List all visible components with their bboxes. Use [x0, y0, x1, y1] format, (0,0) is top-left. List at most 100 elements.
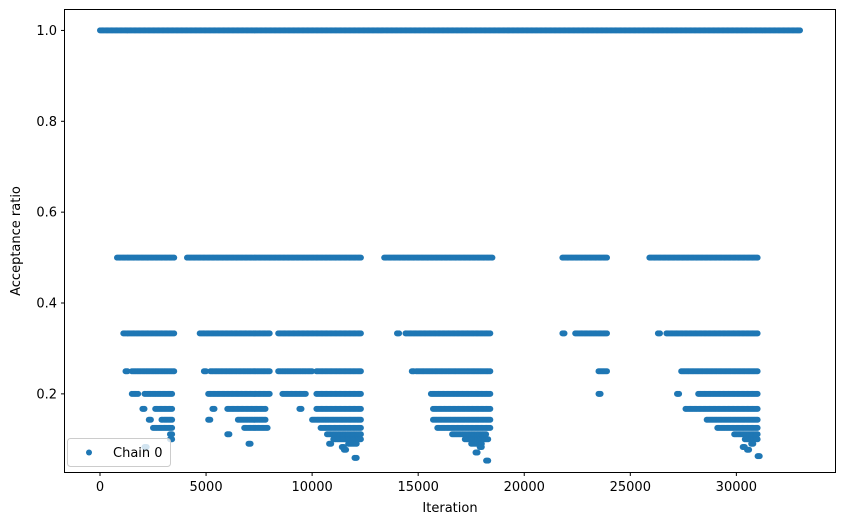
point-group	[128, 368, 178, 375]
data-point	[357, 390, 364, 397]
x-tick-label: 0	[96, 480, 104, 495]
data-point	[754, 330, 761, 337]
data-point	[396, 330, 403, 337]
point-group	[207, 368, 273, 375]
data-point	[353, 454, 360, 461]
data-point	[487, 405, 494, 412]
data-point	[211, 405, 218, 412]
data-point	[754, 431, 761, 438]
point-group	[402, 330, 494, 337]
data-point	[357, 254, 364, 261]
point-group	[275, 330, 364, 337]
data-point	[357, 368, 364, 375]
legend-marker	[86, 449, 92, 456]
point-group	[394, 330, 403, 337]
point-group	[695, 390, 761, 397]
point-group	[559, 254, 610, 261]
data-point	[247, 440, 254, 447]
point-group	[703, 416, 761, 423]
data-point	[483, 431, 490, 438]
data-point	[171, 254, 178, 261]
data-point	[754, 390, 761, 397]
y-tick-label: 0.6	[36, 206, 57, 221]
point-group	[434, 424, 494, 431]
data-point	[343, 446, 350, 453]
point-group	[483, 457, 492, 464]
point-group	[748, 440, 757, 447]
point-group	[141, 390, 176, 397]
legend-label: Chain 0	[113, 446, 163, 461]
point-group	[654, 330, 663, 337]
point-group	[595, 368, 610, 375]
data-point	[266, 390, 273, 397]
point-group	[476, 444, 485, 450]
data-point	[135, 390, 142, 397]
point-group	[572, 330, 610, 337]
point-group	[279, 390, 309, 397]
point-group	[744, 446, 753, 453]
point-group	[313, 390, 364, 397]
point-group	[381, 254, 496, 261]
point-group	[241, 424, 271, 431]
data-point	[264, 424, 271, 431]
point-group	[674, 390, 683, 397]
data-point	[309, 368, 316, 375]
x-tick-label: 20000	[504, 480, 545, 495]
data-point	[489, 254, 496, 261]
data-point	[487, 330, 494, 337]
point-group	[152, 405, 176, 412]
data-point	[124, 368, 131, 375]
data-point	[169, 405, 176, 412]
data-point	[754, 416, 761, 423]
point-group	[245, 440, 254, 447]
point-group	[114, 254, 178, 261]
point-group	[224, 431, 233, 438]
point-group	[184, 254, 364, 261]
point-group	[200, 368, 210, 375]
data-point	[604, 254, 610, 261]
y-axis-ticks: 0.2 0.4 0.6 0.8 1.0	[36, 24, 65, 402]
data-point	[357, 416, 364, 423]
data-point	[357, 330, 364, 337]
point-group	[158, 416, 176, 423]
point-group	[472, 449, 481, 456]
point-group	[646, 254, 761, 261]
point-group	[275, 368, 316, 375]
data-point	[357, 431, 364, 438]
data-point	[169, 424, 176, 431]
point-group	[345, 440, 360, 447]
point-group	[449, 431, 490, 438]
point-group	[430, 405, 494, 412]
point-group	[330, 436, 364, 443]
data-point	[746, 446, 753, 453]
point-group	[678, 368, 761, 375]
data-point	[169, 431, 176, 438]
point-group	[754, 453, 763, 460]
legend: Chain 0	[67, 438, 171, 467]
data-point	[266, 368, 273, 375]
point-group	[97, 27, 803, 34]
point-group	[340, 446, 350, 453]
point-group	[427, 390, 494, 397]
x-axis-ticks: 0 5000 10000 15000 20000 25000 30000	[96, 472, 757, 495]
y-tick-label: 0.2	[36, 387, 57, 402]
data-point	[487, 368, 494, 375]
point-group	[714, 424, 761, 431]
data-point	[754, 436, 761, 443]
data-point	[604, 330, 610, 337]
data-point	[357, 436, 364, 443]
point-group	[430, 416, 494, 423]
point-group	[196, 330, 273, 337]
data-point	[754, 424, 761, 431]
data-point	[203, 368, 210, 375]
data-point	[474, 449, 481, 456]
data-point	[478, 444, 485, 450]
data-point	[485, 457, 492, 464]
data-point	[754, 405, 761, 412]
data-point	[207, 416, 214, 423]
point-group	[595, 390, 604, 397]
x-axis-label: Iteration	[422, 501, 477, 516]
data-point	[750, 440, 757, 447]
data-point	[262, 405, 269, 412]
